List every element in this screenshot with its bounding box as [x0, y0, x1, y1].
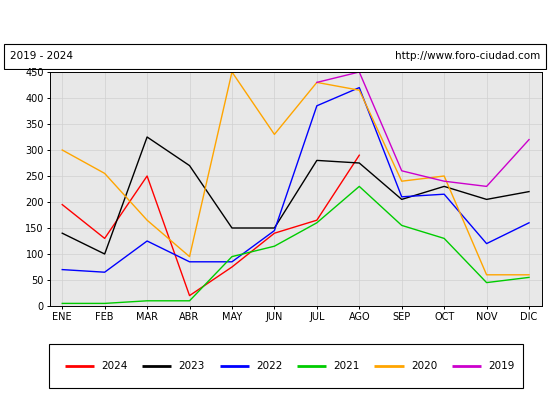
Text: 2023: 2023 [178, 361, 205, 371]
Text: Evolucion Nº Turistas Nacionales en el municipio de Castildelgado: Evolucion Nº Turistas Nacionales en el m… [57, 14, 493, 28]
Text: 2024: 2024 [101, 361, 128, 371]
Text: 2022: 2022 [256, 361, 282, 371]
Text: http://www.foro-ciudad.com: http://www.foro-ciudad.com [395, 51, 540, 61]
Text: 2019 - 2024: 2019 - 2024 [10, 51, 73, 61]
Bar [49, 344, 523, 388]
Text: 2019: 2019 [488, 361, 515, 371]
Text: 2020: 2020 [411, 361, 437, 371]
Text: 2021: 2021 [333, 361, 360, 371]
